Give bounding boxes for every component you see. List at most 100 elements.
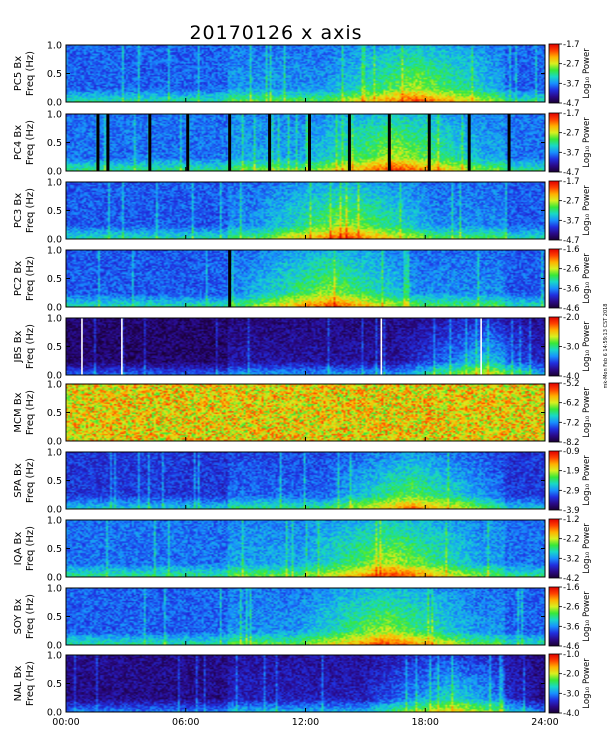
spectrogram-image [66, 520, 545, 577]
panel-spa: 0.0 0.5 1.0 SPA Bx Freq (Hz) -0.9 -1.9 -2.9 -3.9… [13, 447, 592, 516]
y-axis-station-label: PC2 Bx [13, 261, 24, 296]
figure-title: 20170126 x axis [189, 22, 362, 44]
y-tick-label: 0.5 [47, 408, 62, 419]
y-tick-label: 1.0 [47, 314, 62, 325]
colorbar-tick-label: -4.0 [563, 372, 580, 382]
spectrogram-panels: 0.0 0.5 1.0 PC5 Bx Freq (Hz) -1.7 -2.7 -3.7 -4.7… [13, 40, 592, 719]
data-gap [228, 250, 232, 307]
spectrogram-image [66, 318, 545, 375]
colorbar-tick-label: -3.2 [563, 554, 580, 564]
colorbar [548, 382, 560, 443]
colorbar-label: Log₁₀ Power [582, 591, 592, 642]
colorbar-tick-label: -1.2 [563, 515, 580, 525]
panel-soy: 0.0 0.5 1.0 SOY Bx Freq (Hz) -1.6 -2.6 -3.6 -4.6… [13, 583, 592, 652]
x-tick-label: 24:00 [531, 717, 558, 728]
y-tick-label: 1.0 [47, 584, 62, 595]
data-gap [307, 114, 311, 171]
panel-pc5: 0.0 0.5 1.0 PC5 Bx Freq (Hz) -1.7 -2.7 -3.7 -4.7… [13, 40, 592, 109]
colorbar [548, 450, 560, 511]
spectrogram-image [66, 588, 545, 645]
data-gap [387, 114, 391, 171]
colorbar-tick-label: -3.9 [563, 506, 580, 516]
x-tick-label: 12:00 [292, 717, 319, 728]
y-tick-label: 0.5 [47, 206, 62, 217]
y-tick-label: 0.5 [47, 679, 62, 690]
y-axis-station-label: JBS Bx [13, 330, 24, 363]
colorbar-tick-label: -1.0 [563, 650, 580, 660]
y-tick-label: 1.0 [47, 448, 62, 459]
colorbar-tick-label: -4.6 [563, 304, 580, 314]
y-axis-label: Freq (Hz) [25, 188, 36, 233]
y-axis-station-label: SPA Bx [13, 463, 24, 498]
colorbar-tick-label: -4.7 [563, 236, 580, 246]
colorbar [548, 248, 560, 309]
y-tick-label: 0.0 [47, 708, 62, 719]
y-tick-label: 0.5 [47, 342, 62, 353]
colorbar-tick-label: -1.6 [563, 583, 580, 593]
y-tick-label: 1.0 [47, 246, 62, 257]
data-dropout-line [480, 318, 482, 375]
panel-pc4: 0.0 0.5 1.0 PC4 Bx Freq (Hz) -1.7 -2.7 -3.7 -4.7… [13, 109, 592, 178]
colorbar-tick-label: -1.7 [563, 40, 580, 50]
y-axis-label: Freq (Hz) [25, 526, 36, 571]
colorbar-label: Log₁₀ Power [582, 387, 592, 438]
panel-mcm: 0.0 0.5 1.0 MCM Bx Freq (Hz) -5.2 -6.2 -7.2 -8.2… [13, 379, 592, 448]
y-tick-label: 0.5 [47, 476, 62, 487]
colorbar-side-note: mk-Mon Feb 6 14:59:13 CST 2018 [603, 304, 609, 389]
y-axis-label: Freq (Hz) [25, 256, 36, 301]
data-gap [228, 114, 232, 171]
data-gap [347, 114, 351, 171]
spectrogram-image [66, 114, 545, 171]
data-gap [96, 114, 100, 171]
y-axis-label: Freq (Hz) [25, 661, 36, 706]
data-dropout-line [380, 318, 383, 375]
spectrogram-image [66, 655, 545, 712]
colorbar [548, 112, 560, 173]
y-tick-label: 0.0 [47, 98, 62, 109]
colorbar-tick-label: -1.6 [563, 245, 580, 255]
y-tick-label: 1.0 [47, 110, 62, 121]
panel-nal: 0.0 0.5 1.0 NAL Bx Freq (Hz) -1.0 -2.0 -3.0 -4.0… [13, 650, 592, 719]
colorbar [548, 518, 560, 579]
spectrogram-image [66, 182, 545, 239]
y-axis-label: Freq (Hz) [25, 458, 36, 503]
y-tick-label: 1.0 [47, 651, 62, 662]
data-gap [507, 114, 511, 171]
spectrogram-image [66, 250, 545, 307]
colorbar-tick-label: -4.7 [563, 99, 580, 109]
colorbar-tick-label: -1.7 [563, 177, 580, 187]
colorbar-label: Log₁₀ Power [582, 658, 592, 709]
colorbar-label: Log₁₀ Power [582, 455, 592, 506]
data-gap [148, 114, 152, 171]
y-tick-label: 0.5 [47, 544, 62, 555]
data-dropout-line [81, 318, 83, 375]
y-axis-label: Freq (Hz) [25, 390, 36, 435]
colorbar-tick-label: -2.7 [563, 129, 580, 139]
y-axis-label: Freq (Hz) [25, 120, 36, 165]
y-tick-label: 0.0 [47, 235, 62, 246]
colorbar-tick-label: -3.7 [563, 216, 580, 226]
y-tick-label: 0.0 [47, 371, 62, 382]
colorbar-tick-label: -3.0 [563, 689, 580, 699]
colorbar-tick-label: -2.6 [563, 603, 580, 613]
colorbar-tick-label: -2.0 [563, 313, 580, 323]
colorbar-tick-label: -6.2 [563, 399, 580, 409]
colorbar-tick-label: -2.0 [563, 670, 580, 680]
y-tick-label: 0.0 [47, 641, 62, 652]
time-axis: 00:00 06:00 12:00 18:00 24:00 [52, 98, 559, 728]
y-axis-label: Freq (Hz) [25, 594, 36, 639]
y-tick-label: 1.0 [47, 516, 62, 527]
colorbar [548, 43, 560, 104]
y-tick-label: 0.5 [47, 612, 62, 623]
colorbar-tick-label: -5.2 [563, 379, 580, 389]
data-gap [186, 114, 190, 171]
y-axis-station-label: PC5 Bx [13, 56, 24, 91]
spectrogram-image [66, 384, 545, 441]
y-tick-label: 0.0 [47, 303, 62, 314]
colorbar-label: Log₁₀ Power [582, 253, 592, 304]
y-tick-label: 0.0 [47, 167, 62, 178]
y-tick-label: 1.0 [47, 41, 62, 52]
colorbar-tick-label: -2.7 [563, 60, 580, 70]
panel-iqa: 0.0 0.5 1.0 IQA Bx Freq (Hz) -1.2 -2.2 -3.2 -4.2… [13, 515, 592, 584]
